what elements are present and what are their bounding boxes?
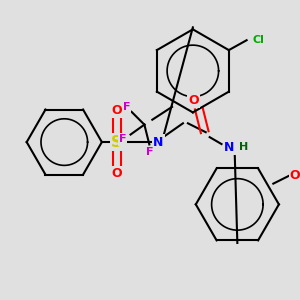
Text: O: O [188, 94, 199, 107]
Text: N: N [224, 140, 235, 154]
Text: H: H [239, 142, 248, 152]
Text: Cl: Cl [253, 35, 264, 45]
Text: O: O [111, 167, 122, 180]
Text: O: O [111, 104, 122, 117]
Text: F: F [119, 134, 126, 145]
Text: N: N [153, 136, 164, 148]
Text: F: F [123, 102, 130, 112]
Text: S: S [111, 135, 122, 150]
Text: F: F [146, 147, 153, 157]
Text: O: O [290, 169, 300, 182]
